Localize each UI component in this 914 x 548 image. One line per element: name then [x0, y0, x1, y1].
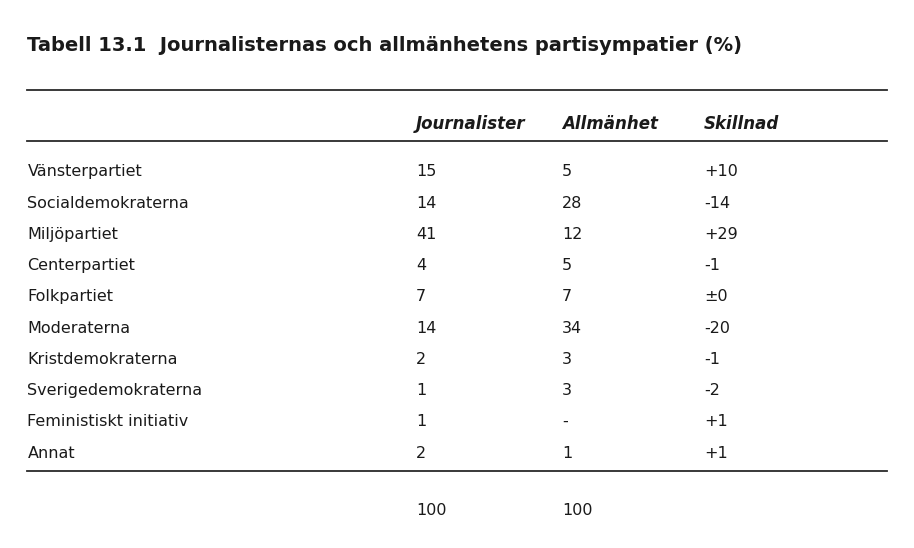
Text: -14: -14 — [704, 196, 730, 210]
Text: 3: 3 — [562, 352, 572, 367]
Text: 1: 1 — [416, 414, 426, 429]
Text: ±0: ±0 — [704, 289, 728, 304]
Text: Journalister: Journalister — [416, 115, 526, 133]
Text: 3: 3 — [562, 383, 572, 398]
Text: 2: 2 — [416, 446, 426, 460]
Text: 5: 5 — [562, 258, 572, 273]
Text: 100: 100 — [562, 503, 592, 518]
Text: Miljöpartiet: Miljöpartiet — [27, 227, 118, 242]
Text: 7: 7 — [562, 289, 572, 304]
Text: 2: 2 — [416, 352, 426, 367]
Text: 14: 14 — [416, 321, 436, 335]
Text: Centerpartiet: Centerpartiet — [27, 258, 135, 273]
Text: +1: +1 — [704, 446, 728, 460]
Text: +1: +1 — [704, 414, 728, 429]
Text: Annat: Annat — [27, 446, 75, 460]
Text: 7: 7 — [416, 289, 426, 304]
Text: 14: 14 — [416, 196, 436, 210]
Text: Skillnad: Skillnad — [704, 115, 779, 133]
Text: -20: -20 — [704, 321, 729, 335]
Text: 15: 15 — [416, 164, 436, 179]
Text: -1: -1 — [704, 258, 720, 273]
Text: Tabell 13.1  Journalisternas och allmänhetens partisympatier (%): Tabell 13.1 Journalisternas och allmänhe… — [27, 36, 742, 55]
Text: -1: -1 — [704, 352, 720, 367]
Text: 41: 41 — [416, 227, 436, 242]
Text: Kristdemokraterna: Kristdemokraterna — [27, 352, 178, 367]
Text: Moderaterna: Moderaterna — [27, 321, 131, 335]
Text: 28: 28 — [562, 196, 582, 210]
Text: 34: 34 — [562, 321, 582, 335]
Text: +29: +29 — [704, 227, 738, 242]
Text: -: - — [562, 414, 568, 429]
Text: Allmänhet: Allmänhet — [562, 115, 658, 133]
Text: Folkpartiet: Folkpartiet — [27, 289, 113, 304]
Text: Socialdemokraterna: Socialdemokraterna — [27, 196, 189, 210]
Text: 100: 100 — [416, 503, 446, 518]
Text: -2: -2 — [704, 383, 719, 398]
Text: 12: 12 — [562, 227, 582, 242]
Text: Feministiskt initiativ: Feministiskt initiativ — [27, 414, 188, 429]
Text: 1: 1 — [562, 446, 572, 460]
Text: +10: +10 — [704, 164, 738, 179]
Text: Sverigedemokraterna: Sverigedemokraterna — [27, 383, 203, 398]
Text: Vänsterpartiet: Vänsterpartiet — [27, 164, 143, 179]
Text: 1: 1 — [416, 383, 426, 398]
Text: 4: 4 — [416, 258, 426, 273]
Text: 5: 5 — [562, 164, 572, 179]
